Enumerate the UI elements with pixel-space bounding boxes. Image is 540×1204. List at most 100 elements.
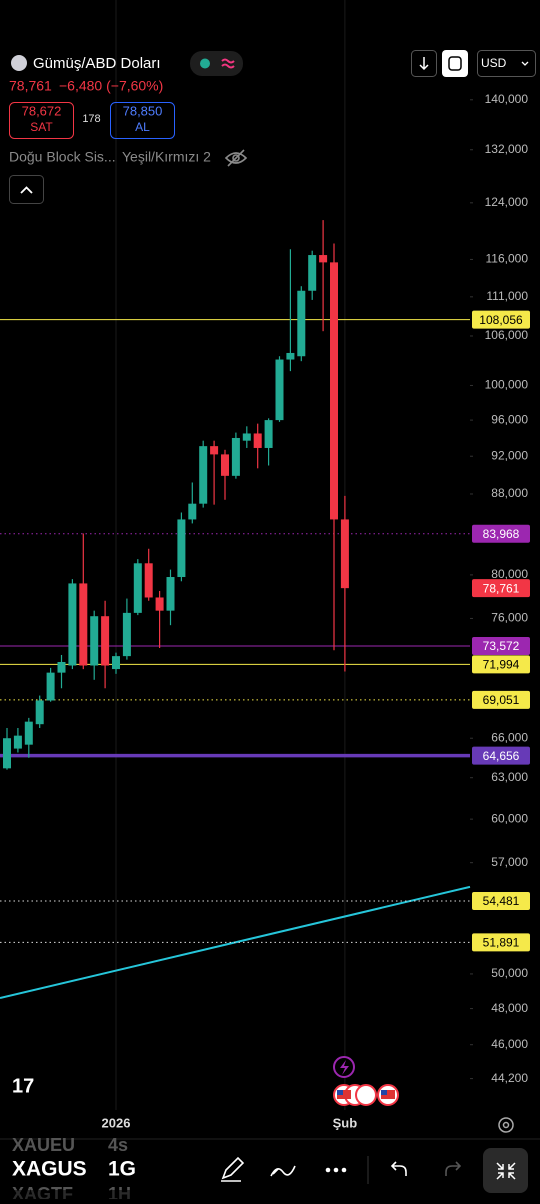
y-tick-label: 57,000 <box>491 855 528 869</box>
candle-body <box>264 420 273 448</box>
buy-price: 78,850 <box>123 103 163 118</box>
candle-body <box>253 433 262 448</box>
hide-indicator[interactable] <box>224 149 248 167</box>
level-label: 83,968 <box>483 527 520 541</box>
candle-body <box>308 255 317 291</box>
y-tick-label: 88,000 <box>491 486 528 500</box>
level-label-bg <box>472 655 530 674</box>
level-label: 71,994 <box>483 658 520 672</box>
candle-body <box>199 446 208 504</box>
level-label: 69,051 <box>483 693 520 707</box>
pattern-tool[interactable] <box>270 1165 296 1177</box>
candle-body <box>330 262 338 520</box>
price-change: −6,480 (−7,60%) <box>59 78 163 94</box>
candle-body <box>68 583 77 666</box>
symbol[interactable]: XAGUS <box>12 1158 87 1181</box>
y-tick-label: 116,000 <box>486 252 529 266</box>
fullscreen-icon <box>496 1162 516 1180</box>
y-tick-label: 46,000 <box>491 1037 528 1051</box>
economic-events[interactable] <box>333 1084 399 1106</box>
level-label: 64,656 <box>483 749 520 763</box>
redo-button[interactable] <box>445 1161 462 1176</box>
level-label: 108,056 <box>479 313 523 327</box>
level-label-bg <box>472 746 530 765</box>
last-price-bg <box>472 579 530 598</box>
currency: USD <box>481 56 507 70</box>
candle-body <box>57 661 66 673</box>
candle-body <box>188 503 197 520</box>
buy-label: AL <box>135 120 150 134</box>
fullscreen-button[interactable] <box>483 1148 528 1193</box>
candle-body <box>122 612 131 657</box>
y-tick-label: 100,000 <box>485 378 529 392</box>
layout-button[interactable] <box>442 50 468 77</box>
level-label-bg <box>472 933 530 952</box>
candle-body <box>319 255 328 263</box>
candle-body <box>340 519 349 589</box>
candle-body <box>177 519 186 578</box>
symbol-icon <box>11 55 27 71</box>
symbol-title[interactable]: Gümüş/ABD Doları <box>33 55 161 72</box>
spread: 178 <box>82 113 100 125</box>
candle-body <box>35 700 44 725</box>
y-tick-label: 96,000 <box>491 412 528 426</box>
settings-icon[interactable] <box>498 1117 514 1133</box>
last-price-label: 78,761 <box>483 581 520 595</box>
candle-body <box>101 616 110 666</box>
collapse-button[interactable] <box>9 175 44 204</box>
candle-body <box>221 454 229 476</box>
candle-body <box>210 446 219 455</box>
more-button[interactable] <box>325 1167 347 1173</box>
sell-button[interactable] <box>9 102 74 139</box>
indicator-setting[interactable]: Yeşil/Kırmızı 2 <box>122 149 211 165</box>
y-tick-label: 80,000 <box>491 567 528 581</box>
level-label-bg <box>472 892 530 911</box>
logo: 17 <box>12 1075 34 1097</box>
candle-body <box>133 563 142 613</box>
prev-interval[interactable]: 4s <box>108 1135 128 1155</box>
candle-body <box>24 721 33 745</box>
collapse-icon <box>20 186 33 194</box>
draw-tool[interactable] <box>221 1156 245 1182</box>
candle-body <box>90 616 99 666</box>
interval[interactable]: 1G <box>108 1158 136 1181</box>
y-tick-label: 132,000 <box>485 142 529 156</box>
candle-body <box>231 437 240 476</box>
y-tick-label: 66,000 <box>491 730 528 744</box>
market-open-dot <box>200 58 210 69</box>
last-price: 78,761 <box>9 78 52 94</box>
x-tick-label: Şub <box>333 1115 358 1130</box>
prev-symbol[interactable]: XAUEU <box>12 1135 75 1155</box>
candle-body <box>297 290 306 357</box>
status-pill[interactable] <box>190 51 243 76</box>
currency-select[interactable] <box>477 50 536 77</box>
layout-icon <box>448 56 462 71</box>
candle-body <box>13 735 22 749</box>
candle-body <box>79 583 88 666</box>
fade <box>0 1190 200 1199</box>
level-label: 51,891 <box>483 936 520 950</box>
download-icon <box>419 57 429 71</box>
event-bolt <box>340 1060 349 1075</box>
candle-body <box>286 352 295 360</box>
y-tick-label: 50,000 <box>491 966 528 980</box>
sell-price: 78,672 <box>22 103 62 118</box>
indicator-name[interactable]: Doğu Block Sis... <box>9 149 116 165</box>
data-delay-icon <box>221 58 235 69</box>
undo-button[interactable] <box>390 1161 407 1176</box>
level-label-bg <box>472 637 530 656</box>
y-tick-label: 48,000 <box>491 1001 528 1015</box>
buy-button[interactable] <box>110 102 175 139</box>
y-tick-label: 92,000 <box>491 448 528 462</box>
candle-body <box>275 359 284 421</box>
candle-body <box>3 738 11 769</box>
y-tick-label: 63,000 <box>491 770 528 784</box>
level-label-bg <box>472 524 530 543</box>
plot: 140,000 132,000 124,000 116,000 111,000 106,0… <box>0 0 530 1110</box>
y-tick-label: 44,200 <box>491 1071 528 1085</box>
y-tick-label: 106,000 <box>485 328 529 342</box>
candle-body <box>46 672 55 701</box>
candle-body <box>144 563 153 598</box>
